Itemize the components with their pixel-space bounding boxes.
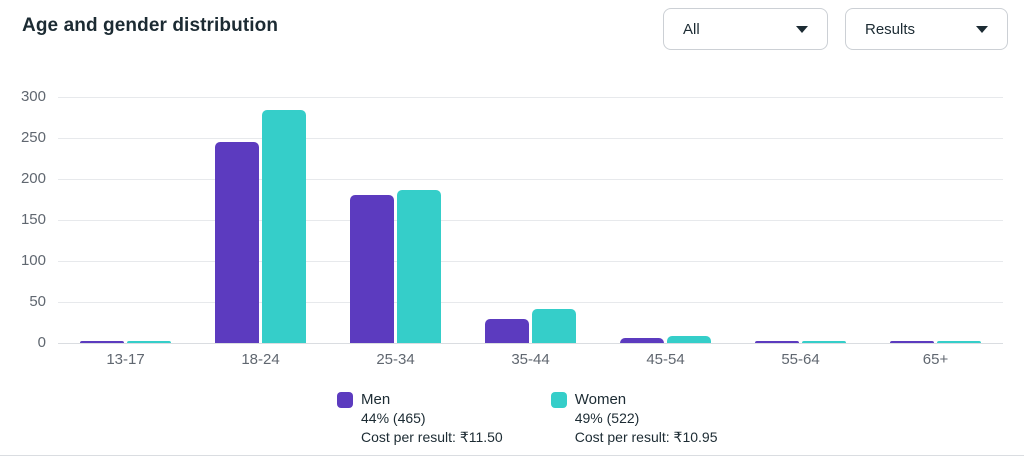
x-tick-label-65+: 65+ [922,351,949,368]
gridline-200 [58,179,1003,180]
y-axis: 0 50 100 150 200 250 300 [0,88,46,351]
gridline-50 [58,302,1003,303]
bar-women-65+ [937,341,981,343]
bar-group-45-54 [598,97,733,343]
legend-women-cost: Cost per result: ₹10.95 [574,429,718,445]
bar-men-25-34 [350,195,394,343]
x-tick-label-35-44: 35-44 [511,351,550,368]
x-tick-label-13-17: 13-17 [106,351,145,368]
chevron-down-icon [976,25,988,33]
bar-group-18-24 [193,97,328,343]
bar-group-55-64 [733,97,868,343]
chart-legend: Men 44% (465) Cost per result: ₹11.50 Wo… [337,390,717,447]
page-title: Age and gender distribution [22,15,279,36]
bar-men-65+ [890,341,934,343]
y-tick-label-300: 300 [20,88,46,105]
gridline-250 [58,138,1003,139]
legend-men-label: Men [361,391,391,408]
plot-area [58,97,1003,344]
bar-men-45-54 [620,338,664,343]
x-tick-label-55-64: 55-64 [781,351,820,368]
legend-women-label: Women [574,391,627,408]
y-tick-label-250: 250 [20,129,46,146]
bar-group-13-17 [58,97,193,343]
bar-women-55-64 [802,341,846,343]
women-color-swatch [550,392,567,408]
age-gender-chart: 0 50 100 150 200 250 300 [0,88,1003,351]
gridline-150 [58,220,1003,221]
bar-women-18-24 [262,110,306,343]
bar-women-13-17 [127,341,171,343]
x-tick-label-18-24: 18-24 [241,351,280,368]
bar-women-35-44 [532,309,576,343]
bar-men-55-64 [755,341,799,343]
y-tick-label-100: 100 [20,252,46,269]
gridline-0 [58,343,1003,344]
legend-entry-women: Women 49% (522) Cost per result: ₹10.95 [550,390,718,447]
metric-dropdown-value: Results [865,20,916,38]
breakdown-dropdown[interactable]: All [663,8,828,50]
y-tick-label-200: 200 [20,170,46,187]
men-color-swatch [337,392,353,408]
bar-men-35-44 [485,319,529,343]
y-tick-label-0: 0 [37,334,46,351]
breakdown-dropdown-value: All [683,20,700,38]
bar-women-45-54 [667,336,711,343]
gridline-300 [58,97,1003,98]
metric-dropdown[interactable]: Results [845,8,1008,50]
bar-women-25-34 [397,190,441,343]
bar-men-18-24 [215,142,259,343]
legend-women-share: 49% (522) [574,410,640,426]
bottom-divider [0,455,1024,456]
bar-group-65+ [868,97,1003,343]
legend-entry-men: Men 44% (465) Cost per result: ₹11.50 [337,390,503,447]
bar-groups [58,97,1003,343]
y-tick-label-50: 50 [29,293,46,310]
legend-men-cost: Cost per result: ₹11.50 [361,429,503,445]
bar-group-35-44 [463,97,598,343]
x-tick-label-25-34: 25-34 [376,351,415,368]
y-tick-label-150: 150 [20,211,46,228]
bar-group-25-34 [328,97,463,343]
x-tick-label-45-54: 45-54 [646,351,685,368]
bar-men-13-17 [80,341,124,343]
legend-men-share: 44% (465) [361,410,426,426]
chevron-down-icon [796,25,808,33]
x-axis: 13-17 18-24 25-34 35-44 45-54 55-64 65+ [58,351,1003,368]
gridline-100 [58,261,1003,262]
